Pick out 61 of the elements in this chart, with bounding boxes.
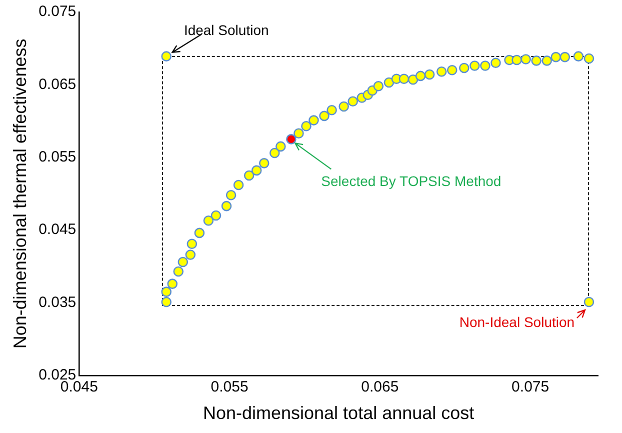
annotation: Non-Ideal Solution xyxy=(459,314,575,330)
point xyxy=(436,66,447,77)
point xyxy=(408,74,418,85)
point xyxy=(244,170,254,181)
annotation: Ideal Solution xyxy=(184,22,269,38)
point xyxy=(319,110,330,122)
point xyxy=(531,56,542,66)
x-tick-label: 0.065 xyxy=(361,378,399,396)
point xyxy=(560,52,570,62)
x-tick-label: 0.075 xyxy=(512,378,550,396)
annotation: Selected By TOPSIS Method xyxy=(321,173,502,190)
point xyxy=(251,165,262,176)
point xyxy=(584,53,594,64)
point xyxy=(550,52,562,62)
point xyxy=(270,148,280,158)
point xyxy=(161,286,172,297)
point xyxy=(294,128,304,139)
point xyxy=(308,115,319,126)
y-tick-label: 0.045 xyxy=(38,221,76,238)
point xyxy=(384,77,394,88)
point xyxy=(161,296,172,308)
y-tick-label: 0.075 xyxy=(38,3,76,20)
point xyxy=(373,80,384,92)
point xyxy=(286,134,296,144)
point xyxy=(338,101,349,112)
y-tick-label: 0.065 xyxy=(38,76,76,93)
point xyxy=(573,51,584,62)
point xyxy=(185,250,196,260)
point xyxy=(490,58,501,68)
point xyxy=(446,64,458,76)
point xyxy=(348,96,358,107)
point xyxy=(167,278,178,289)
point xyxy=(186,238,198,249)
point xyxy=(326,104,337,116)
point xyxy=(584,296,594,308)
y-tick-label: 0.035 xyxy=(38,294,76,311)
point xyxy=(226,190,236,200)
point xyxy=(221,200,232,212)
point xyxy=(398,74,410,84)
point xyxy=(424,69,435,80)
point xyxy=(276,141,286,152)
point xyxy=(512,54,522,66)
point xyxy=(470,60,480,71)
y-axis-title: Non-dimensional thermal effectiveness xyxy=(10,38,30,349)
point xyxy=(459,62,470,74)
point xyxy=(542,56,552,66)
point xyxy=(194,228,205,238)
point xyxy=(178,256,188,268)
x-tick-label: 0.055 xyxy=(210,378,248,396)
point xyxy=(233,180,244,190)
point xyxy=(301,120,312,132)
point xyxy=(480,60,490,71)
y-tick-label: 0.055 xyxy=(38,148,76,166)
point xyxy=(258,158,270,168)
point xyxy=(415,70,426,82)
point xyxy=(173,266,184,277)
point xyxy=(161,51,172,62)
point xyxy=(210,210,222,221)
x-axis-title: Non-dimensional total annual cost xyxy=(202,403,474,424)
point xyxy=(203,215,214,226)
point xyxy=(520,54,531,64)
